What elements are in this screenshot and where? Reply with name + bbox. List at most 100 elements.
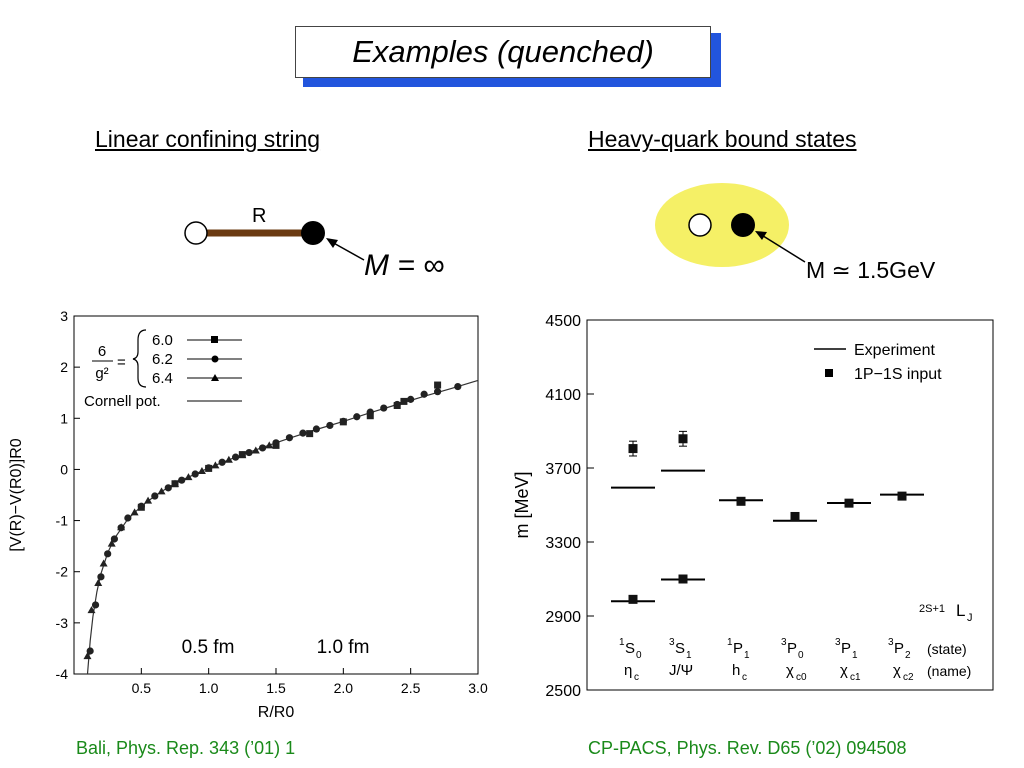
data-point-circle: [178, 476, 186, 484]
legend-lhs-num: 6: [98, 343, 106, 360]
arrow-line: [329, 240, 365, 261]
lattice-point: [736, 496, 746, 506]
data-point-triangle: [197, 466, 206, 474]
x-tick-label: 2.5: [401, 680, 421, 696]
x-tick-label: 1.5: [266, 680, 286, 696]
data-point-square: [306, 430, 314, 438]
legend: 6 g² = 6.0 6.2 6.4 Cornell pot.: [84, 329, 242, 410]
state-label-sup: 3: [669, 637, 675, 648]
data-point-circle: [218, 458, 226, 466]
arrow-head-icon: [755, 231, 767, 240]
y-tick-label: 3700: [545, 461, 581, 478]
data-point-triangle: [251, 446, 260, 454]
right-citation: CP-PACS, Phys. Rev. D65 (’02) 094508: [588, 738, 907, 758]
y-tick-label: 1: [60, 410, 68, 426]
data-point-triangle: [87, 606, 96, 614]
data-point-circle: [232, 453, 240, 461]
legend-square-marker: [211, 336, 218, 343]
y-tick-label: 3: [60, 308, 68, 324]
x-axis-label: R/R0: [258, 704, 295, 721]
quark-circle: [301, 221, 325, 245]
annotation-half-fm: 0.5 fm: [182, 637, 235, 658]
y-tick-label: -1: [56, 513, 69, 529]
data-point-triangle: [99, 559, 108, 567]
plot-frame: [586, 319, 994, 691]
data-point-triangle: [171, 479, 179, 487]
quark-circle: [731, 213, 755, 237]
data-point-circle: [326, 421, 334, 430]
notation-main: L: [956, 601, 965, 620]
y-tick-label: -3: [56, 615, 69, 631]
left-heading: Linear confining string: [95, 126, 321, 152]
state-label-sup: 3: [781, 637, 787, 648]
state-label-sup: 1: [727, 637, 733, 648]
name-label-sub: c1: [850, 672, 861, 683]
name-label-main: χ: [893, 662, 901, 679]
lattice-point: [628, 444, 638, 454]
data-point-circle: [434, 388, 442, 396]
data-point-circle: [339, 417, 347, 425]
data-point-circle: [285, 434, 294, 442]
state-label-sup: 3: [888, 637, 894, 648]
data-point-circle: [104, 550, 112, 558]
row-caption-state: (state): [927, 641, 967, 657]
y-tick-label: 0: [60, 461, 68, 477]
state-label-sup: 1: [619, 637, 625, 648]
legend-circle-marker: [211, 355, 219, 363]
state-label-main: S: [625, 640, 635, 657]
arrow-head-icon: [326, 238, 338, 248]
y-tick-label: -2: [56, 564, 69, 580]
potential-chart: -4 -3 -2 -1 0 1 2 3 0.5 1.0 1.5 2.0 2.5 3.0 [V(R)−V(…: [8, 308, 488, 721]
data-point-circle: [454, 382, 462, 391]
data-point-triangle: [117, 523, 126, 531]
name-label-main: J/Ψ: [669, 662, 693, 679]
name-label-main: η: [624, 662, 632, 679]
notation-sub: J: [967, 612, 973, 624]
y-tick-label: -4: [56, 666, 69, 682]
y-tick-label: 4500: [545, 313, 581, 330]
state-label-sub: 1: [852, 650, 858, 661]
name-label-sub: c0: [796, 672, 807, 683]
data-point-triangle: [144, 496, 153, 504]
infinite-mass-label: M = ∞: [364, 249, 445, 282]
lattice-point: [678, 434, 688, 444]
legend-brace: [132, 329, 147, 388]
y-axis-label: [V(R)−V(R0)]R0: [8, 438, 25, 551]
antiquark-circle: [688, 213, 712, 237]
string-diagram: R M = ∞: [184, 205, 445, 282]
name-label-main: χ: [840, 662, 848, 679]
bound-state-diagram: M ≃ 1.5GeV: [655, 183, 936, 283]
legend-series-1: 6.2: [152, 351, 173, 368]
cornell-curve: [86, 379, 479, 675]
state-label-sub: 1: [744, 650, 750, 661]
state-label-main: P: [787, 640, 797, 657]
state-label-sub: 0: [798, 650, 804, 661]
data-point-triangle: [211, 461, 220, 469]
data-point-square: [434, 381, 442, 389]
x-tick-label: 3.0: [468, 680, 488, 696]
data-point-circle: [353, 413, 361, 421]
slide-title: Examples (quenched): [295, 26, 711, 78]
x-tick-label: 2.0: [334, 680, 354, 696]
y-tick-label: 3300: [545, 535, 581, 552]
y-axis-label: m [MeV]: [512, 471, 532, 538]
data-point-circle: [151, 492, 159, 500]
separation-label: R: [252, 205, 266, 227]
name-label-main: h: [732, 662, 740, 679]
state-label-main: P: [894, 640, 904, 657]
data-point-circle: [86, 647, 94, 655]
row-caption-name: (name): [927, 663, 971, 679]
data-point-triangle: [184, 473, 193, 481]
data-point-circle: [191, 470, 199, 478]
data-point-triangle: [83, 652, 92, 660]
data-point-triangle: [107, 539, 116, 547]
data-point-triangle: [238, 451, 247, 459]
notation-sup: 2S+1: [919, 603, 945, 615]
name-label-sub: c: [634, 672, 639, 683]
data-point-circle: [393, 400, 401, 409]
state-label-sup: 3: [835, 637, 841, 648]
left-citation: Bali, Phys. Rep. 343 (’01) 1: [76, 738, 296, 758]
data-point-circle: [245, 448, 253, 457]
data-point-circle: [380, 404, 388, 412]
